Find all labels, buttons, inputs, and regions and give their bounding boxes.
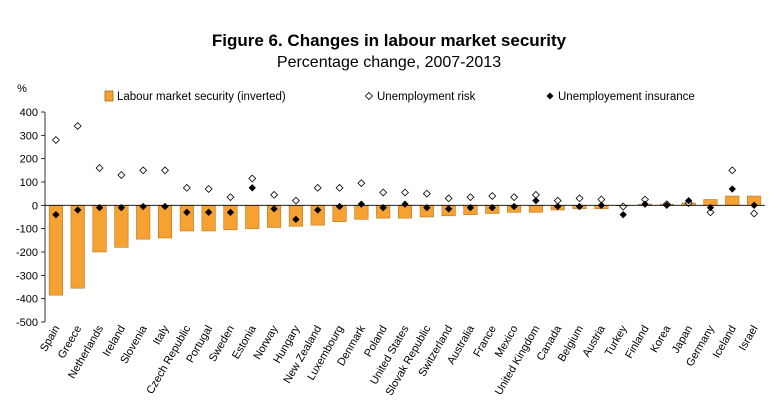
bars [48, 195, 762, 296]
risk-marker-hungary [291, 196, 300, 205]
risk-marker-turkey [619, 202, 628, 211]
risk-marker-czech-republic [182, 183, 191, 192]
y-tick-label: 100 [20, 177, 38, 189]
insurance-marker-spain [52, 210, 60, 219]
risk-marker-mexico [510, 193, 519, 202]
y-tick-label: -300 [16, 270, 38, 282]
risk-marker-new-zealand [313, 183, 322, 192]
risk-marker-australia [466, 193, 475, 202]
insurance-marker-iceland [728, 185, 737, 193]
bar-slovenia [136, 205, 151, 240]
legend-item-unemployment-insurance: Unemployement insurance [546, 91, 695, 103]
legend-item-unemployment-risk: Unemployment risk [364, 91, 476, 103]
insurance-marker-estonia [248, 184, 257, 192]
bar-spain [48, 205, 63, 296]
risk-marker-switzerland [444, 194, 453, 203]
bar-ireland [114, 205, 129, 248]
x-tick-label-israel: Israel [737, 324, 761, 353]
legend-filled-diamond-icon [546, 92, 554, 100]
chart-title: Figure 6. Changes in labour market secur… [212, 31, 567, 50]
y-tick-label: -500 [16, 317, 38, 329]
bar-greece [70, 205, 85, 289]
insurance-marker-sweden [226, 208, 235, 217]
insurance-marker-slovak-republic [423, 203, 431, 212]
insurance-marker-switzerland [444, 205, 453, 213]
bar-iceland [725, 195, 740, 206]
risk-marker-denmark [357, 179, 366, 188]
risk-marker-sweden [226, 193, 235, 202]
y-tick-label: 300 [20, 130, 38, 142]
risk-marker-greece [73, 122, 82, 130]
risk-marker-united-states [401, 188, 409, 197]
risk-marker-israel [750, 209, 759, 218]
insurance-marker-japan [684, 196, 693, 205]
insurance-marker-denmark [357, 200, 366, 208]
y-tick-label: -400 [16, 294, 38, 306]
legend-open-diamond-icon [364, 91, 374, 101]
legend-label-unemployment-risk: Unemployment risk [377, 91, 476, 103]
legend-item-labour-market-security: Labour market security (inverted) [104, 90, 286, 103]
y-axis: 400 300 200 100 0 -100 -200 -300 -400 -500 [16, 107, 46, 329]
insurance-marker-netherlands [95, 203, 104, 212]
risk-marker-poland [379, 188, 388, 197]
risk-marker-belgium [575, 194, 584, 203]
insurance-marker-australia [466, 203, 475, 212]
risk-marker-estonia [248, 174, 257, 183]
y-tick-label: 400 [20, 107, 38, 119]
insurance-marker-new-zealand [313, 206, 322, 214]
risk-marker-slovak-republic [422, 189, 431, 198]
risk-marker-italy [161, 166, 169, 175]
insurance-marker-greece [73, 206, 82, 214]
insurance-marker-portugal [204, 208, 213, 217]
risk-marker-ireland [117, 171, 126, 179]
risk-marker-germany [706, 208, 715, 217]
legend-label-labour-market-security: Labour market security (inverted) [117, 91, 286, 103]
x-tick-label-italy: Italy [151, 323, 172, 347]
y-tick-label: -200 [16, 247, 38, 259]
y-tick-label: 200 [20, 154, 38, 166]
y-axis-label: % [17, 83, 27, 95]
insurance-marker-germany [706, 203, 715, 212]
risk-marker-spain [51, 136, 60, 144]
risk-marker-portugal [204, 185, 213, 193]
insurance-marker-turkey [619, 210, 627, 219]
bar-united-kingdom [528, 205, 543, 213]
insurance-marker-hungary [292, 215, 300, 224]
risk-marker-norway [270, 190, 279, 199]
insurance-marker-united-states [401, 200, 409, 208]
risk-marker-luxembourg [335, 183, 344, 192]
risk-marker-netherlands [95, 164, 104, 172]
insurance-marker-poland [379, 203, 387, 212]
insurance-marker-norway [270, 205, 278, 213]
y-tick-label: 0 [32, 200, 38, 212]
legend-bar-swatch [104, 90, 114, 102]
insurance-marker-france [488, 203, 497, 212]
chart-subtitle: Percentage change, 2007-2013 [277, 54, 501, 71]
risk-marker-slovenia [139, 166, 148, 175]
y-tick-label: -100 [16, 224, 38, 236]
bar-netherlands [92, 205, 107, 253]
risk-marker-france [488, 192, 497, 200]
insurance-marker-ireland [117, 203, 126, 212]
insurance-marker-czech-republic [183, 208, 191, 217]
legend-label-unemployment-insurance: Unemployement insurance [558, 91, 695, 103]
insurance-marker-finland [641, 200, 649, 208]
legend: Labour market security (inverted) Unempl… [104, 90, 695, 103]
bar-estonia [245, 205, 260, 229]
risk-marker-iceland [728, 166, 737, 175]
insurance-marker-united-kingdom [532, 196, 540, 205]
